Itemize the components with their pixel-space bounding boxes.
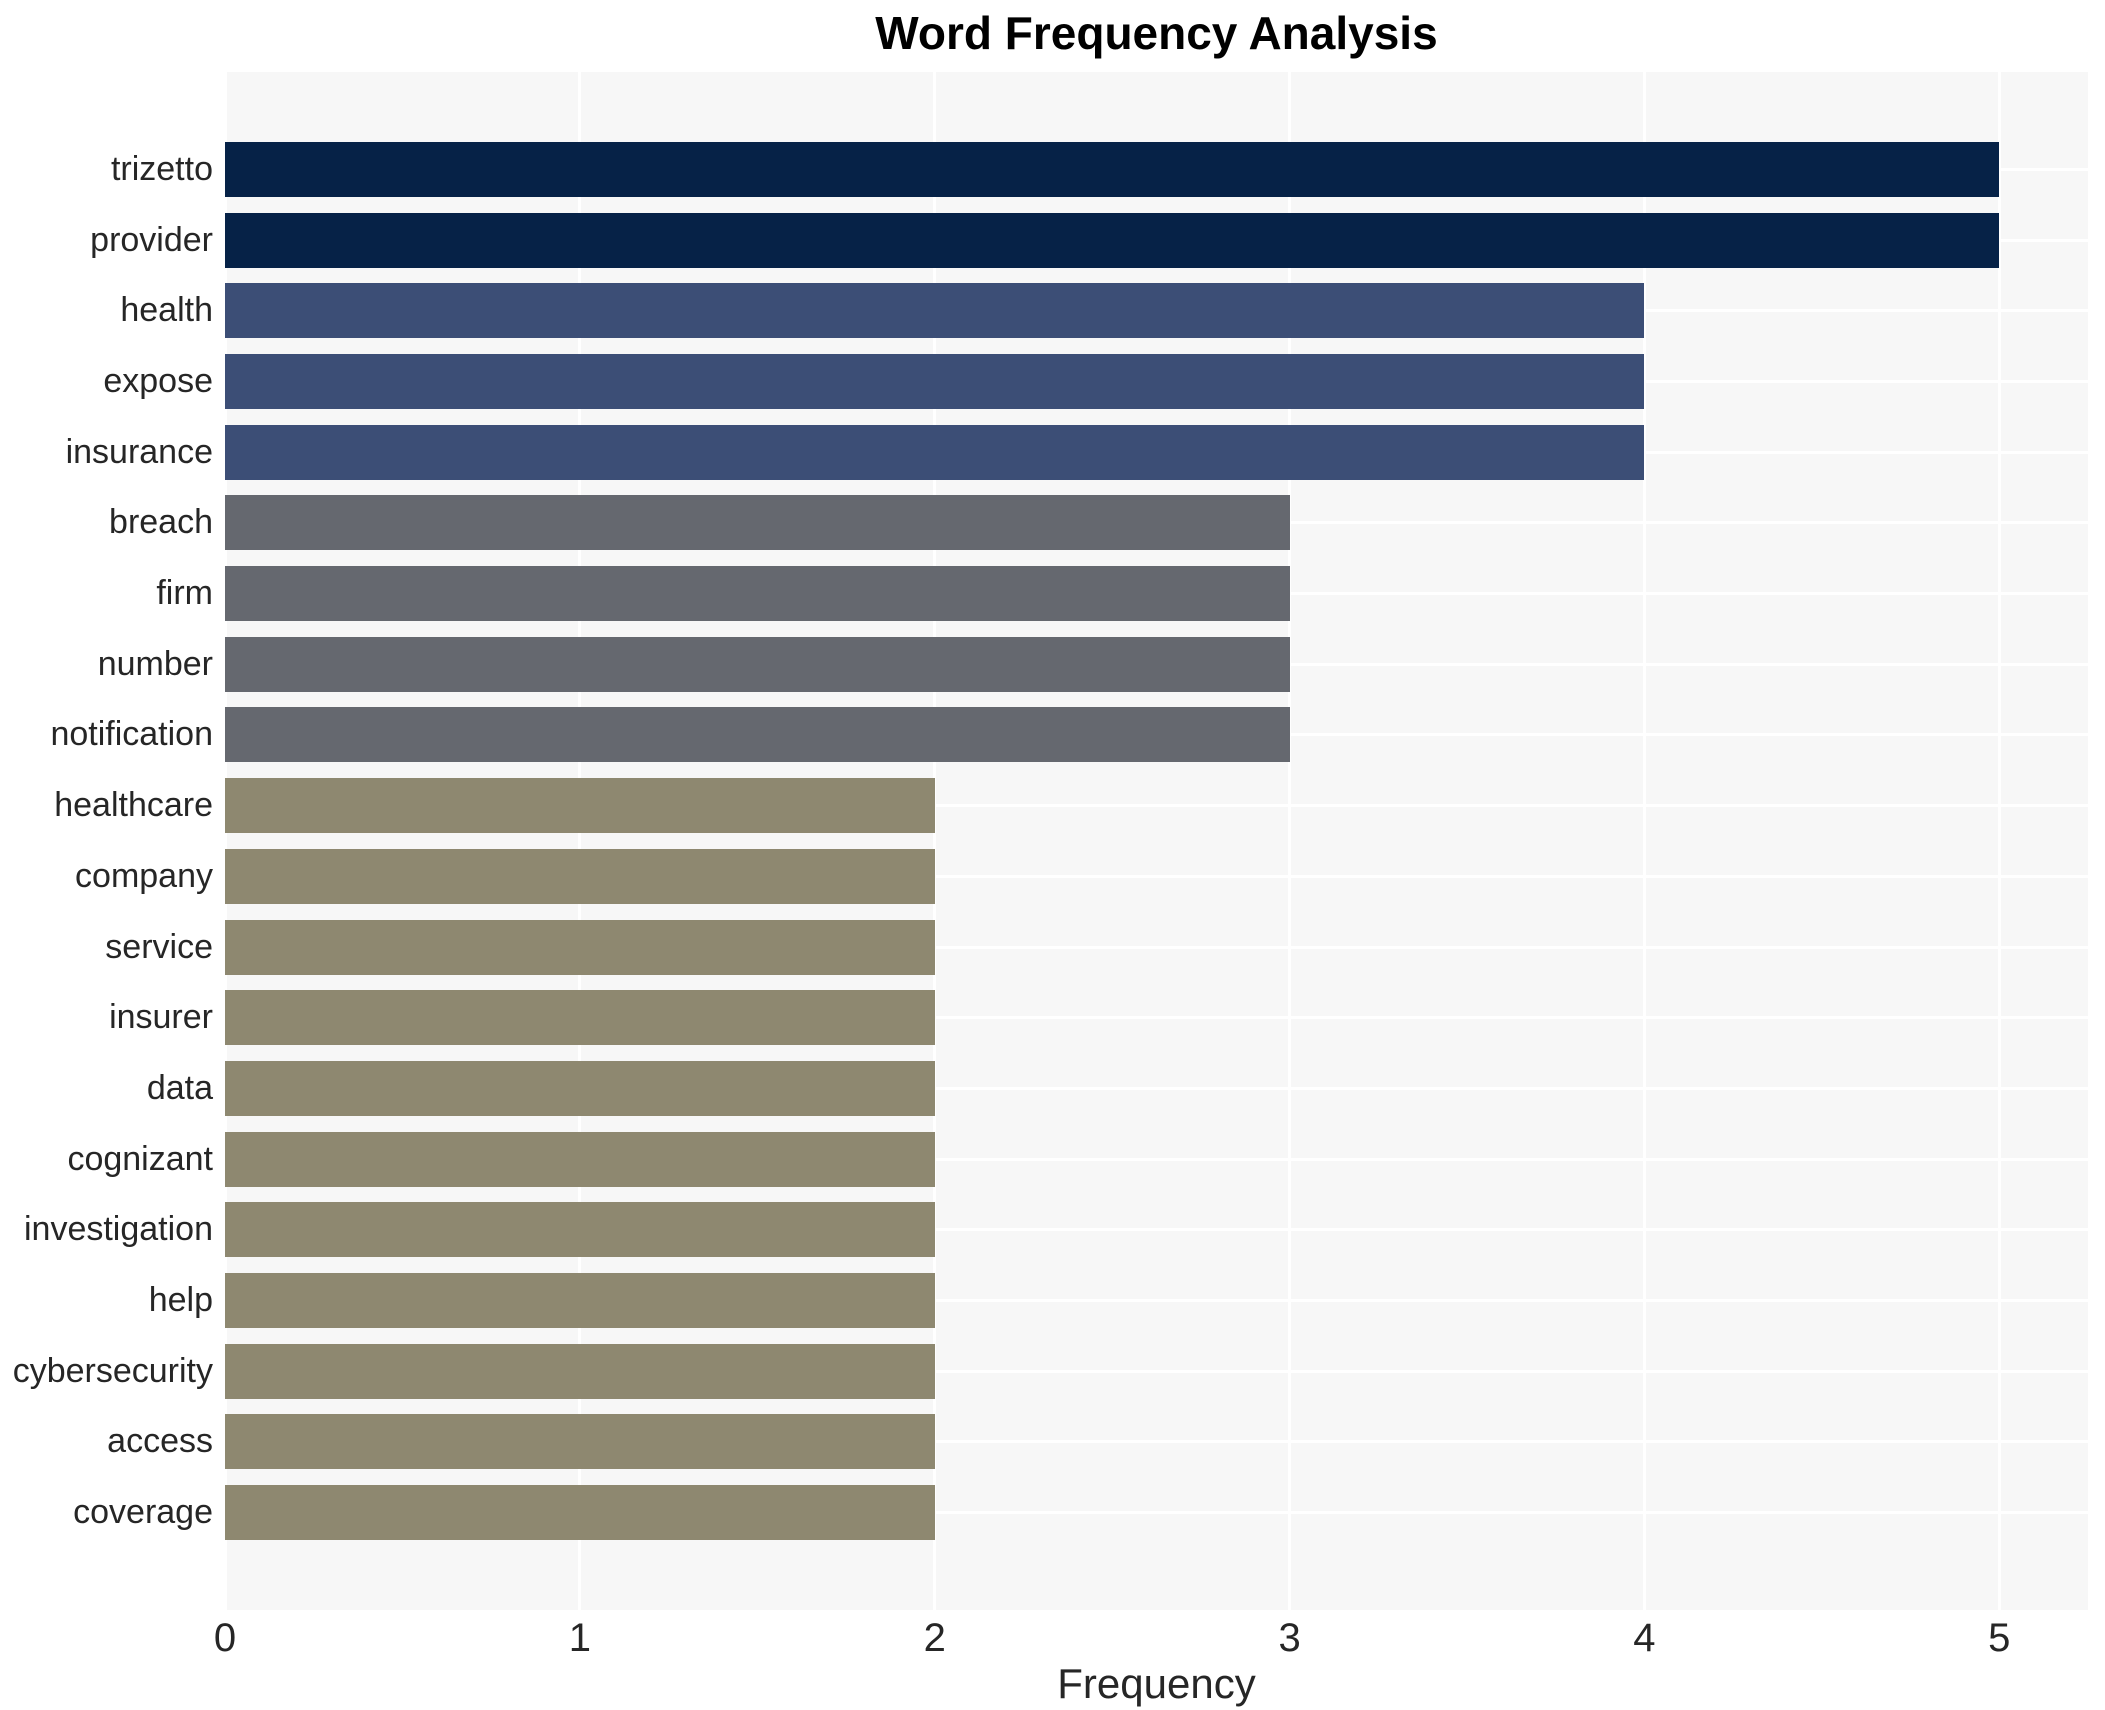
y-tick-label-insurance: insurance [65, 432, 213, 471]
bar-service [225, 919, 935, 975]
y-gridline [225, 1511, 2088, 1515]
y-tick-label-service: service [105, 927, 213, 966]
bar-investigation [225, 1202, 935, 1258]
y-gridline [225, 1228, 2088, 1232]
x-tick-label-5: 5 [1988, 1616, 2011, 1660]
y-gridline [225, 874, 2088, 878]
y-tick-label-breach: breach [109, 503, 213, 542]
bar-notification [225, 707, 1290, 763]
y-axis-labels: trizetto provider health expose insurance bre… [0, 72, 213, 1610]
y-tick-label-coverage: coverage [73, 1493, 213, 1532]
x-tick-label-3: 3 [1278, 1616, 1301, 1660]
x-gridline [1997, 72, 2001, 1610]
x-tick-label-0: 0 [213, 1616, 237, 1660]
y-tick-label-company: company [75, 856, 213, 895]
y-gridline [225, 804, 2088, 808]
y-gridline [225, 945, 2088, 949]
bar-breach [225, 495, 1290, 551]
y-tick-label-cybersecurity: cybersecurity [12, 1351, 213, 1390]
x-axis-ticks: 0 1 2 3 4 5 [0, 1616, 2105, 1660]
y-gridline [225, 1086, 2088, 1090]
x-gridline [1642, 72, 1646, 1610]
y-tick-label-number: number [97, 644, 213, 683]
bar-insurer [225, 990, 935, 1046]
y-tick-label-trizetto: trizetto [110, 149, 213, 188]
bar-provider [225, 212, 2000, 268]
x-gridline [933, 72, 937, 1610]
y-tick-label-firm: firm [156, 574, 213, 613]
bar-number [225, 636, 1290, 692]
y-tick-label-provider: provider [90, 220, 213, 259]
plot-area [223, 72, 2088, 1610]
bar-cognizant [225, 1131, 935, 1187]
y-tick-label-data: data [146, 1068, 213, 1107]
y-tick-label-health: health [120, 291, 213, 330]
y-tick-label-healthcare: healthcare [54, 786, 213, 825]
bar-health [225, 283, 1645, 339]
y-tick-label-insurer: insurer [109, 998, 213, 1037]
x-gridline [223, 72, 227, 1610]
bar-healthcare [225, 778, 935, 834]
y-tick-label-access: access [107, 1422, 213, 1461]
bar-company [225, 848, 935, 904]
y-gridline [225, 1440, 2088, 1444]
x-tick-label-2: 2 [923, 1616, 946, 1660]
bar-data [225, 1060, 935, 1116]
bar-access [225, 1414, 935, 1470]
x-gridline [1288, 72, 1292, 1610]
y-gridline [225, 1369, 2088, 1373]
y-gridline [225, 1299, 2088, 1303]
y-tick-label-expose: expose [103, 361, 213, 400]
bar-expose [225, 353, 1645, 409]
y-gridline [225, 1016, 2088, 1020]
x-gridline [578, 72, 582, 1610]
bar-firm [225, 566, 1290, 622]
bar-insurance [225, 424, 1645, 480]
y-tick-label-cognizant: cognizant [67, 1139, 213, 1178]
y-tick-label-help: help [148, 1281, 213, 1320]
y-tick-label-investigation: investigation [23, 1210, 213, 1249]
x-tick-label-1: 1 [568, 1616, 591, 1660]
x-axis-title: Frequency [1057, 1660, 1256, 1707]
bar-cybersecurity [225, 1343, 935, 1399]
bar-trizetto [225, 141, 2000, 197]
bar-coverage [225, 1485, 935, 1541]
y-tick-label-notification: notification [50, 715, 213, 754]
y-gridline [225, 1157, 2088, 1161]
bar-help [225, 1273, 935, 1329]
chart-title: Word Frequency Analysis [875, 7, 1438, 59]
x-tick-label-4: 4 [1633, 1616, 1656, 1660]
